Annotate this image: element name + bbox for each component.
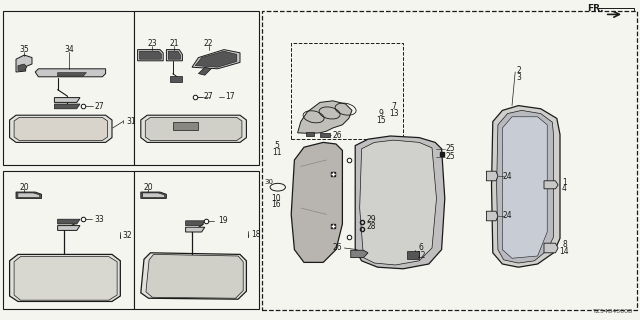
Polygon shape xyxy=(58,226,80,230)
Polygon shape xyxy=(10,115,112,142)
Text: 7: 7 xyxy=(392,102,397,111)
Text: 34: 34 xyxy=(64,45,74,54)
Text: 27: 27 xyxy=(94,102,104,111)
Polygon shape xyxy=(18,64,27,70)
Polygon shape xyxy=(486,171,498,181)
Text: 24: 24 xyxy=(502,172,512,180)
Text: 28: 28 xyxy=(367,222,376,231)
Text: 27: 27 xyxy=(203,92,213,101)
Polygon shape xyxy=(14,117,108,140)
Text: 2: 2 xyxy=(516,66,521,75)
Polygon shape xyxy=(141,192,166,198)
Polygon shape xyxy=(492,106,560,267)
Polygon shape xyxy=(407,251,419,259)
Bar xyxy=(134,11,259,165)
Text: 10: 10 xyxy=(271,194,282,203)
Polygon shape xyxy=(18,193,40,197)
Polygon shape xyxy=(146,254,243,298)
Text: 32: 32 xyxy=(123,231,132,240)
Text: 18: 18 xyxy=(251,230,260,239)
Bar xyxy=(291,43,403,139)
Text: 35: 35 xyxy=(19,45,29,54)
Polygon shape xyxy=(58,219,80,224)
Polygon shape xyxy=(291,142,342,262)
Polygon shape xyxy=(58,73,86,76)
Bar xyxy=(598,8,634,21)
Text: TZ54B4300B: TZ54B4300B xyxy=(593,309,634,314)
Polygon shape xyxy=(35,69,106,77)
Polygon shape xyxy=(173,122,198,130)
Polygon shape xyxy=(360,140,436,265)
Text: 19: 19 xyxy=(218,216,228,225)
Polygon shape xyxy=(138,50,163,61)
Text: 12: 12 xyxy=(417,251,426,260)
Text: 6: 6 xyxy=(419,244,424,252)
Text: 22: 22 xyxy=(204,39,213,48)
Text: 8: 8 xyxy=(562,240,567,249)
Bar xyxy=(3,171,134,309)
Polygon shape xyxy=(14,257,117,300)
Polygon shape xyxy=(192,50,240,69)
Text: 15: 15 xyxy=(376,116,386,125)
Text: 9: 9 xyxy=(378,109,383,118)
Polygon shape xyxy=(320,133,330,137)
Bar xyxy=(3,11,134,165)
Bar xyxy=(262,11,637,310)
Text: 17: 17 xyxy=(225,92,236,101)
Text: 30: 30 xyxy=(264,180,273,185)
Polygon shape xyxy=(168,51,180,59)
Polygon shape xyxy=(544,181,558,189)
Text: 23: 23 xyxy=(147,39,157,48)
Polygon shape xyxy=(195,51,237,67)
Polygon shape xyxy=(145,117,242,140)
Text: 33: 33 xyxy=(94,215,104,224)
Text: 20: 20 xyxy=(143,183,154,192)
Polygon shape xyxy=(497,110,554,263)
Text: 3: 3 xyxy=(516,73,521,82)
Text: 5: 5 xyxy=(274,141,279,150)
Text: 25: 25 xyxy=(445,152,455,161)
Text: 11: 11 xyxy=(272,148,281,156)
Polygon shape xyxy=(186,227,205,232)
Polygon shape xyxy=(486,211,498,221)
Text: 24: 24 xyxy=(502,212,512,220)
Polygon shape xyxy=(140,51,161,59)
Text: 21: 21 xyxy=(170,39,179,48)
Text: 4: 4 xyxy=(562,184,567,193)
Polygon shape xyxy=(170,76,182,82)
Polygon shape xyxy=(306,132,314,136)
Text: 1: 1 xyxy=(562,178,567,187)
Polygon shape xyxy=(143,193,164,197)
Text: 26: 26 xyxy=(332,244,342,252)
Polygon shape xyxy=(355,136,445,269)
Bar xyxy=(134,171,259,309)
Text: FR.: FR. xyxy=(587,4,604,13)
Text: 31: 31 xyxy=(127,117,136,126)
Polygon shape xyxy=(166,50,182,61)
Polygon shape xyxy=(54,98,80,102)
Text: 16: 16 xyxy=(271,200,282,209)
Polygon shape xyxy=(141,115,246,142)
Text: 25: 25 xyxy=(445,144,455,153)
Polygon shape xyxy=(16,55,32,72)
Text: 20: 20 xyxy=(19,183,29,192)
Text: 29: 29 xyxy=(366,215,376,224)
Text: 14: 14 xyxy=(559,247,570,256)
Polygon shape xyxy=(351,250,368,258)
Polygon shape xyxy=(141,253,246,299)
Polygon shape xyxy=(54,104,80,109)
Polygon shape xyxy=(198,67,211,75)
Polygon shape xyxy=(298,101,352,133)
Polygon shape xyxy=(502,117,547,258)
Polygon shape xyxy=(16,192,42,198)
Text: 13: 13 xyxy=(389,109,399,118)
Polygon shape xyxy=(10,254,120,301)
Text: 26: 26 xyxy=(332,131,342,140)
Polygon shape xyxy=(186,221,205,226)
Polygon shape xyxy=(544,243,558,253)
